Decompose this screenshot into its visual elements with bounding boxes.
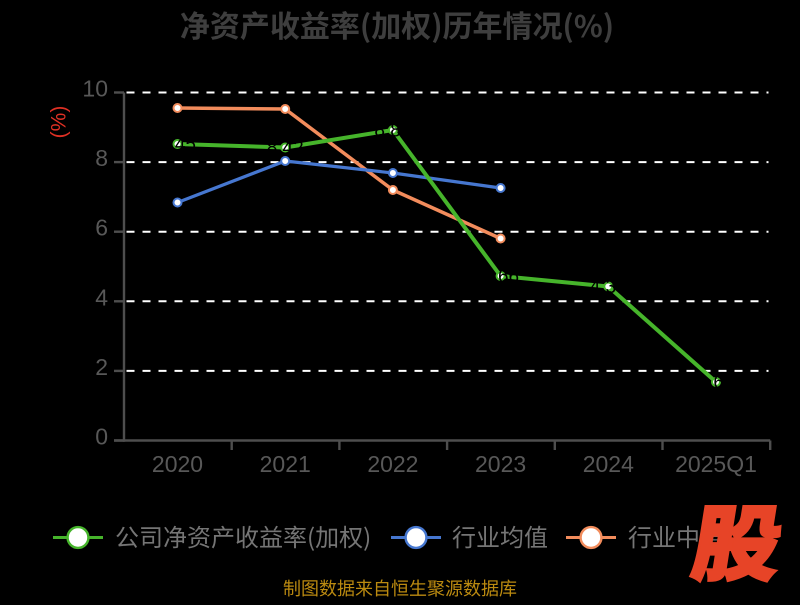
svg-text:行业中值: 行业中值 [628,518,724,553]
svg-text:2025Q1: 2025Q1 [675,451,757,477]
svg-text:0: 0 [95,424,108,450]
svg-text:制图数据来自恒生聚源数据库: 制图数据来自恒生聚源数据库 [283,575,517,600]
svg-text:(%): (%) [48,106,71,139]
svg-text:8.86: 8.86 [374,121,411,142]
svg-text:股: 股 [685,478,792,597]
svg-text:公司净资产收益率(加权): 公司净资产收益率(加权) [115,518,371,553]
svg-text:4.66: 4.66 [482,267,519,288]
svg-text:4: 4 [95,284,108,310]
svg-text:2: 2 [95,354,108,380]
svg-text:净资产收益率(加权)历年情况(%): 净资产收益率(加权)历年情况(%) [180,2,614,46]
svg-text:4.38: 4.38 [590,277,627,298]
svg-text:2021: 2021 [260,451,311,477]
svg-text:10: 10 [82,76,108,102]
svg-text:2024: 2024 [583,451,634,477]
svg-text:2020: 2020 [152,451,203,477]
svg-text:2023: 2023 [475,451,526,477]
svg-text:8: 8 [95,145,108,171]
svg-text:行业均值: 行业均值 [452,518,548,553]
svg-text:2022: 2022 [367,451,418,477]
svg-text:6: 6 [95,215,108,241]
svg-text:8.45: 8.45 [159,135,196,156]
svg-text:1.64: 1.64 [698,373,735,394]
svg-text:8.42: 8.42 [267,138,304,159]
